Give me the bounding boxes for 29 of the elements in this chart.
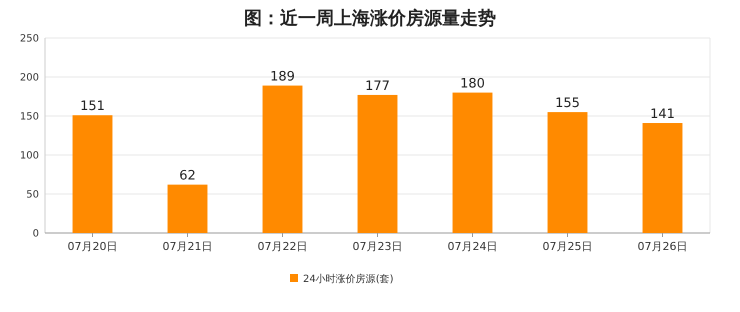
bar: [358, 94, 398, 233]
data-label: 189: [270, 70, 295, 85]
data-label: 177: [365, 78, 390, 94]
bar: [548, 112, 588, 233]
bar: [72, 115, 112, 233]
x-tick-label: 07月25日: [542, 240, 592, 253]
y-tick-label: 50: [26, 190, 39, 200]
chart-title: 图：近一周上海涨价房源量走势: [244, 8, 496, 29]
x-tick-label: 07月24日: [448, 240, 498, 253]
x-tick-label: 07月21日: [162, 240, 212, 253]
bar: [168, 184, 208, 233]
y-tick-label: 150: [20, 112, 39, 122]
bar: [262, 86, 302, 233]
legend-label: 24小时涨价房源(套): [303, 273, 394, 285]
data-label: 151: [80, 99, 105, 114]
x-tick-label: 07月20日: [68, 240, 118, 253]
data-label: 180: [460, 76, 485, 92]
bar: [642, 123, 682, 233]
y-tick-label: 100: [20, 150, 39, 162]
x-tick-label: 07月22日: [258, 240, 308, 253]
x-tick-label: 07月26日: [638, 240, 688, 253]
data-label: 141: [650, 107, 675, 122]
y-tick-label: 250: [20, 34, 39, 44]
y-tick-label: 0: [32, 228, 39, 240]
x-tick-label: 07月23日: [352, 240, 402, 253]
bar: [452, 92, 492, 233]
data-label: 62: [179, 168, 196, 184]
y-tick-label: 200: [20, 72, 39, 84]
data-label: 155: [555, 96, 580, 112]
